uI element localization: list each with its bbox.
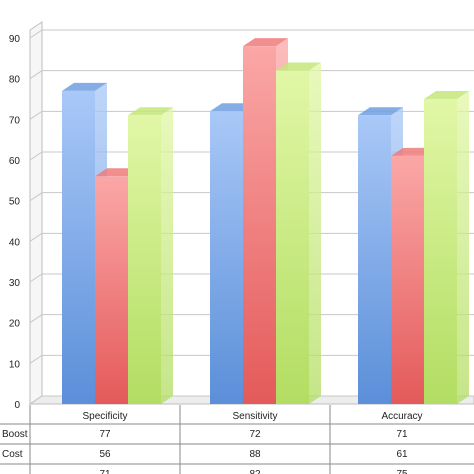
data-label: 61 <box>396 449 408 460</box>
data-label: 56 <box>99 449 111 460</box>
data-label: 72 <box>249 429 261 440</box>
bar-front <box>391 155 424 404</box>
gridline <box>29 354 474 364</box>
y-tick-label: 40 <box>9 237 21 248</box>
y-tick-label: 70 <box>9 115 21 126</box>
side-wall <box>29 21 43 405</box>
gridline <box>29 273 474 283</box>
bar-top <box>62 82 107 91</box>
bar-side <box>309 62 321 405</box>
y-tick-label: 10 <box>9 359 21 370</box>
bar-front <box>128 115 161 405</box>
bars <box>62 38 469 405</box>
y-tick-label: 90 <box>9 34 21 45</box>
bar-top <box>243 38 288 47</box>
data-label: 88 <box>249 449 261 460</box>
bar-front <box>276 70 309 405</box>
bar-top <box>424 91 469 99</box>
y-tick-label: 50 <box>9 197 21 208</box>
data-label: 71 <box>99 469 111 474</box>
y-tick-label: 30 <box>9 278 21 289</box>
bar-front <box>358 115 391 405</box>
bar <box>276 62 321 405</box>
category-label: Specificity <box>82 411 127 422</box>
data-label: 71 <box>396 429 408 440</box>
gridline <box>29 110 474 120</box>
gridlines <box>29 29 474 405</box>
bar-front <box>424 99 457 404</box>
gridline <box>29 314 474 324</box>
y-axis-ticks: 0 10 20 30 40 50 60 70 80 90 <box>9 34 21 411</box>
category-label: Sensitivity <box>232 411 277 422</box>
series-label: Boost <box>2 429 28 440</box>
y-tick-label: 60 <box>9 156 21 167</box>
bar <box>128 107 173 405</box>
bar-front <box>62 90 95 404</box>
bar-side <box>457 91 469 404</box>
gridline <box>29 70 474 80</box>
y-tick-label: 80 <box>9 75 21 86</box>
gridline <box>29 29 474 39</box>
gridline <box>29 151 474 161</box>
data-label: 82 <box>249 469 261 474</box>
bar-top <box>128 107 173 116</box>
data-label: 75 <box>396 469 408 474</box>
category-label: Accuracy <box>381 411 422 422</box>
gridline <box>29 192 474 202</box>
bar-front <box>210 111 243 404</box>
data-table: Specificity Sensitivity Accuracy Boost 77 72 7… <box>0 405 474 474</box>
bar-top <box>276 62 321 71</box>
bar-top <box>358 107 403 116</box>
data-label: 77 <box>99 429 111 440</box>
series-label: Cost <box>2 449 23 460</box>
gridline <box>29 232 474 242</box>
bar-front <box>243 46 276 405</box>
y-tick-label: 0 <box>14 400 20 411</box>
y-tick-label: 20 <box>9 319 21 330</box>
bar-side <box>161 107 173 405</box>
bar <box>424 91 469 404</box>
bar-front <box>95 176 128 404</box>
gridline <box>29 395 474 405</box>
